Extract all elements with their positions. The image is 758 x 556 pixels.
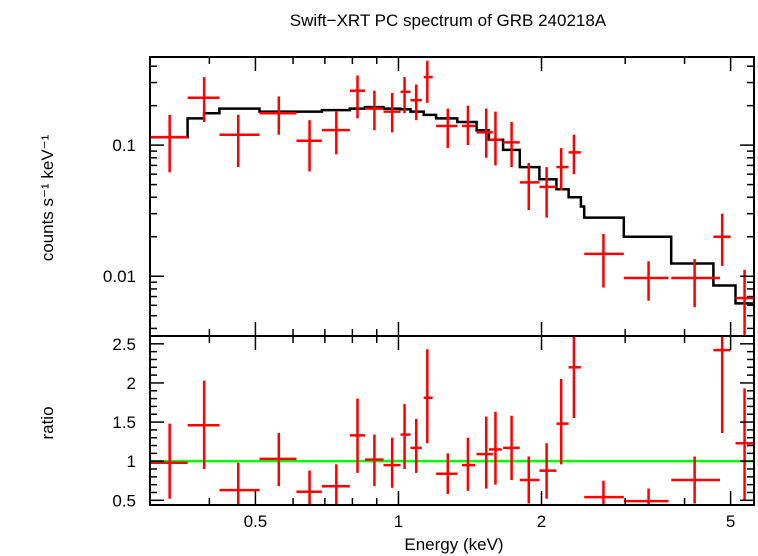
bottom-y-tick-label: 2 — [127, 374, 136, 393]
bottom-y-tick-label: 1.5 — [112, 413, 136, 432]
top-y-tick-label: 0.1 — [112, 136, 136, 155]
x-tick-label: 1 — [394, 512, 403, 531]
top-x-ticks — [149, 57, 732, 336]
ratio-data-points-group — [150, 336, 754, 505]
top-y-axis-label: counts s⁻¹ keV⁻¹ — [38, 134, 57, 261]
bottom-y-axis-label: ratio — [38, 406, 57, 439]
x-axis-label: Energy (keV) — [404, 535, 503, 554]
bottom-y-tick-label: 2.5 — [112, 335, 136, 354]
x-tick-label: 0.5 — [244, 512, 268, 531]
spectrum-panel: 0.1 0.01 counts s⁻¹ keV⁻¹ — [38, 56, 755, 337]
x-tick-label: 2 — [537, 512, 546, 531]
bottom-y-tick-label: 1 — [127, 452, 136, 471]
ratio-panel-frame — [149, 335, 755, 506]
x-tick-label: 5 — [726, 512, 735, 531]
chart-title: Swift−XRT PC spectrum of GRB 240218A — [290, 11, 607, 30]
top-y-ticks: 0.1 0.01 — [103, 65, 754, 330]
bottom-x-ticks: 0.5 1 2 5 — [149, 336, 735, 531]
bottom-y-tick-label: 0.5 — [112, 491, 136, 510]
ratio-panel: 0.5 1 2 5 0.5 1 1.5 2 2.5 ratio Energy (keV) — [38, 335, 755, 554]
bottom-y-ticks: 0.5 1 1.5 2 2.5 — [112, 335, 754, 510]
top-data-points-group — [150, 60, 754, 336]
top-y-tick-label: 0.01 — [103, 267, 136, 286]
